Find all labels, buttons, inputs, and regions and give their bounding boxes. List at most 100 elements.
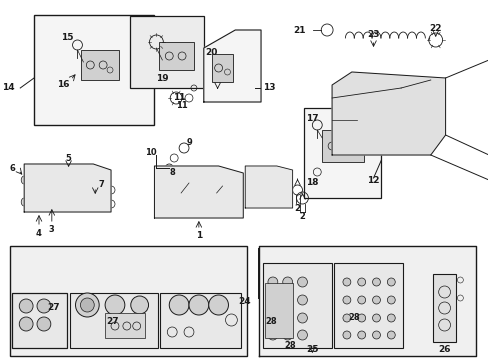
Circle shape (248, 176, 271, 200)
Text: 4: 4 (36, 229, 42, 238)
Text: 28: 28 (284, 341, 296, 350)
Polygon shape (245, 166, 292, 208)
Bar (159, 42, 194, 70)
Circle shape (208, 295, 228, 315)
Circle shape (75, 293, 99, 317)
Text: 11: 11 (176, 100, 187, 109)
Text: 11: 11 (173, 94, 185, 103)
Text: 25: 25 (305, 346, 318, 355)
Text: 26: 26 (437, 346, 450, 355)
Circle shape (203, 179, 230, 207)
Circle shape (37, 299, 51, 313)
Bar (105, 313, 144, 338)
Circle shape (282, 277, 292, 287)
Circle shape (163, 175, 199, 211)
Bar (263, 263, 331, 348)
Text: 7: 7 (98, 180, 104, 189)
Text: 10: 10 (144, 148, 156, 157)
Text: 3: 3 (49, 225, 55, 234)
Text: 14: 14 (1, 84, 14, 93)
Circle shape (42, 180, 61, 200)
Polygon shape (154, 166, 243, 218)
Text: 1: 1 (195, 231, 202, 240)
Bar (333, 263, 402, 348)
Circle shape (282, 295, 292, 305)
Circle shape (357, 314, 365, 322)
Text: 27: 27 (47, 303, 60, 312)
Bar (160, 293, 241, 348)
Polygon shape (24, 164, 111, 212)
Text: 21: 21 (292, 26, 305, 35)
Text: 2: 2 (299, 212, 305, 220)
Circle shape (37, 317, 51, 331)
Bar (129, 16, 203, 88)
Bar (322, 130, 363, 162)
Circle shape (342, 314, 350, 322)
Circle shape (297, 277, 307, 287)
Text: 22: 22 (428, 23, 441, 32)
Bar (336, 94, 371, 112)
Circle shape (19, 299, 33, 313)
Circle shape (77, 182, 93, 198)
Circle shape (267, 330, 277, 340)
Circle shape (386, 331, 394, 339)
Circle shape (342, 296, 350, 304)
Ellipse shape (21, 198, 27, 206)
Circle shape (342, 331, 350, 339)
Circle shape (271, 179, 289, 197)
Circle shape (342, 278, 350, 286)
Bar (304, 108, 381, 198)
Text: 28: 28 (347, 314, 359, 323)
Bar (211, 54, 233, 82)
Circle shape (372, 296, 380, 304)
Circle shape (169, 181, 193, 205)
Circle shape (207, 184, 225, 202)
Bar (392, 98, 437, 130)
Bar (34, 15, 154, 125)
Text: 16: 16 (57, 80, 70, 89)
Text: 19: 19 (156, 73, 168, 82)
Bar (69, 293, 158, 348)
Text: 5: 5 (65, 153, 71, 162)
Circle shape (130, 296, 148, 314)
Polygon shape (259, 246, 475, 356)
Circle shape (267, 313, 277, 323)
Circle shape (386, 314, 394, 322)
Text: 9: 9 (187, 138, 192, 147)
Text: 2: 2 (294, 203, 300, 212)
Circle shape (282, 313, 292, 323)
Circle shape (169, 295, 188, 315)
Circle shape (267, 295, 277, 305)
Text: 20: 20 (205, 48, 218, 57)
Bar (264, 283, 292, 338)
Circle shape (297, 313, 307, 323)
Text: 15: 15 (61, 33, 74, 42)
Text: 6: 6 (9, 163, 15, 172)
Bar (10, 246, 247, 356)
Ellipse shape (21, 176, 27, 184)
Polygon shape (331, 72, 445, 155)
Circle shape (19, 317, 33, 331)
Circle shape (372, 314, 380, 322)
Circle shape (80, 298, 94, 312)
Text: 23: 23 (366, 30, 379, 39)
Text: 18: 18 (305, 177, 318, 186)
Bar (12, 293, 66, 348)
Text: 8: 8 (169, 167, 175, 176)
Circle shape (267, 277, 277, 287)
Circle shape (357, 331, 365, 339)
Bar (336, 120, 390, 142)
Text: 27: 27 (106, 318, 119, 327)
Circle shape (36, 174, 67, 206)
Text: 28: 28 (264, 318, 276, 327)
Circle shape (386, 278, 394, 286)
Bar (81, 50, 119, 80)
Circle shape (297, 330, 307, 340)
Circle shape (73, 178, 97, 202)
Bar (432, 274, 455, 342)
Circle shape (357, 296, 365, 304)
Circle shape (282, 330, 292, 340)
Circle shape (188, 295, 208, 315)
Text: 17: 17 (305, 113, 318, 122)
Text: 13: 13 (263, 84, 275, 93)
